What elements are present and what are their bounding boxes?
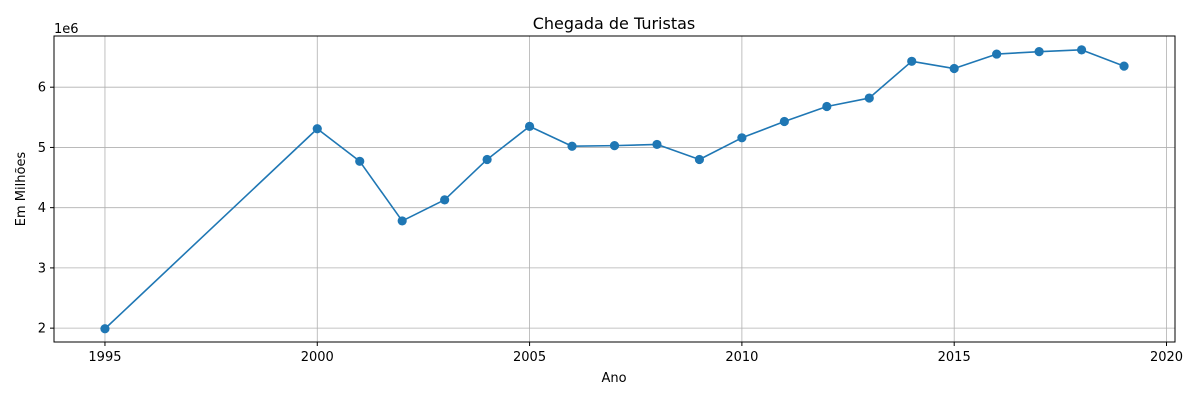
data-point (1076, 45, 1087, 55)
x-tick-label: 2005 (513, 350, 546, 365)
data-point (1119, 61, 1129, 71)
chart-title: Chegada de Turistas (533, 14, 696, 33)
data-point (482, 154, 492, 165)
x-tick-label: 2010 (725, 350, 758, 365)
y-tick-label: 2 (38, 322, 46, 337)
series-layer (100, 45, 1129, 334)
data-point (694, 154, 705, 165)
x-tick-label: 2000 (301, 350, 334, 365)
series-line (104, 49, 1125, 330)
data-point (652, 139, 662, 150)
x-axis-label: Ano (601, 371, 626, 386)
x-tick-label: 1995 (88, 350, 121, 365)
data-point (949, 63, 959, 74)
data-point (779, 116, 789, 127)
y-tick-label: 6 (38, 81, 46, 96)
data-point (312, 124, 322, 134)
data-point (397, 216, 407, 226)
grid-lines (54, 36, 1175, 342)
data-point (737, 133, 747, 143)
data-point (355, 156, 365, 166)
y-tick-label: 5 (38, 141, 46, 156)
axis-ticks: 1995 2000 2005 2010 2015 2020 2 3 4 5 6 (38, 81, 1183, 365)
data-point (864, 93, 874, 103)
data-point (609, 141, 620, 151)
data-point (100, 324, 110, 334)
data-point (992, 49, 1002, 59)
data-point (1034, 47, 1044, 57)
x-tick-label: 2015 (938, 350, 971, 365)
data-point (822, 101, 832, 112)
y-tick-label: 3 (38, 261, 46, 276)
data-point (567, 141, 577, 151)
data-point (907, 56, 917, 66)
y-axis-label: Em Milhões (14, 152, 29, 227)
data-point (524, 121, 535, 131)
y-tick-label: 4 (38, 201, 46, 216)
data-point (440, 195, 450, 205)
plot-area-frame (53, 35, 1176, 343)
y-axis-offset-text: 1e6 (54, 22, 79, 37)
x-tick-label: 2020 (1150, 350, 1183, 365)
